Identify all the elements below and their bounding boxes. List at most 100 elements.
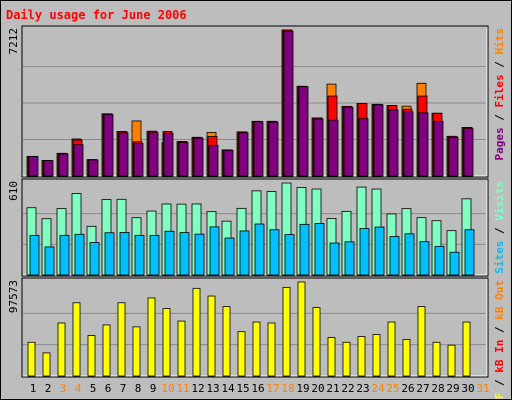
bar-kbytes (87, 335, 96, 377)
bar-kbytes (387, 321, 396, 377)
bar-pages (328, 119, 339, 177)
bar-kbytes (117, 302, 126, 377)
bar-pages (268, 121, 279, 177)
day-tick-label: 1 (30, 382, 37, 395)
legend-entry: / (493, 55, 506, 75)
bar-sites (419, 241, 430, 276)
bar-pages (283, 30, 294, 177)
bar-pages (448, 136, 459, 177)
day-tick-label: 16 (251, 382, 264, 395)
legend-entry: Hits (493, 28, 506, 55)
day-tick-label: 18 (281, 382, 294, 395)
day-tick-label: 8 (135, 382, 142, 395)
bar-kbytes (27, 341, 36, 377)
bar-sites (104, 232, 115, 276)
bar-sites (44, 246, 55, 276)
day-tick-label: 25 (386, 382, 399, 395)
bar-sites (329, 242, 340, 276)
legend-mid: Sites / Visits (493, 181, 506, 274)
bar-sites (299, 223, 310, 276)
legend-entry: / (493, 373, 506, 393)
legend-entry: Files (493, 74, 506, 107)
day-tick-label: 29 (446, 382, 459, 395)
bar-kbytes (402, 338, 411, 377)
bar-kbytes (132, 326, 141, 377)
day-tick-label: 5 (90, 382, 97, 395)
day-tick-label: 20 (311, 382, 324, 395)
bar-kbytes (237, 331, 246, 377)
day-tick-label: 4 (75, 382, 82, 395)
day-tick-label: 17 (266, 382, 279, 395)
day-tick-label: 26 (401, 382, 414, 395)
bar-sites (164, 230, 175, 276)
bar-pages (238, 132, 249, 177)
bar-pages (148, 132, 159, 177)
bar-kbytes (207, 295, 216, 377)
bar-sites (59, 234, 70, 276)
bar-sites (29, 235, 40, 276)
bar-pages (208, 145, 219, 177)
bar-sites (179, 232, 190, 276)
legend-entry: Visits (493, 181, 506, 221)
day-tick-label: 12 (191, 382, 204, 395)
day-tick-label: 23 (356, 382, 369, 395)
bar-sites (344, 241, 355, 276)
day-tick-label: 28 (431, 382, 444, 395)
bar-kbytes (447, 344, 456, 377)
bar-pages (373, 104, 384, 177)
bar-pages (118, 132, 129, 177)
bar-sites (254, 223, 265, 276)
bar-pages (433, 120, 444, 177)
bar-pages (28, 156, 39, 177)
legend-entry: Sites (493, 241, 506, 274)
bar-pages (223, 149, 234, 177)
day-tick-label: 10 (161, 382, 174, 395)
bar-kbytes (432, 341, 441, 377)
legend-entry: / (493, 108, 506, 128)
bar-kbytes (252, 321, 261, 377)
bar-kbytes (462, 321, 471, 377)
bar-pages (43, 160, 54, 177)
day-tick-label: 7 (120, 382, 127, 395)
bar-sites (314, 223, 325, 276)
day-tick-label: 15 (236, 382, 249, 395)
bar-kbytes (327, 337, 336, 377)
legend-bot: kB F / kB In / kB Out (493, 280, 506, 400)
day-tick-label: 14 (221, 382, 235, 395)
day-tick-label: 19 (296, 382, 309, 395)
day-tick-label: 9 (150, 382, 157, 395)
bar-kbytes (267, 322, 276, 377)
bar-pages (73, 144, 84, 177)
bar-pages (298, 86, 309, 177)
bar-kbytes (357, 336, 366, 377)
legend-top: Pages / Files / Hits (493, 28, 506, 161)
day-tick-label: 13 (206, 382, 219, 395)
bar-pages (88, 159, 99, 177)
bar-pages (388, 109, 399, 177)
bar-sites (194, 233, 205, 276)
bar-sites (269, 229, 280, 276)
legend-entry: / (493, 320, 506, 340)
bar-kbytes (72, 302, 81, 377)
bar-sites (374, 226, 385, 276)
legend-entry: kB In (493, 340, 506, 373)
bar-sites (209, 226, 220, 276)
bar-pages (463, 128, 474, 177)
bar-sites (359, 228, 370, 276)
bar-pages (58, 153, 69, 177)
bar-sites (149, 235, 160, 276)
bar-pages (133, 143, 144, 177)
bar-pages (178, 142, 189, 177)
day-tick-label: 2 (45, 382, 52, 395)
bar-sites (119, 232, 130, 276)
day-tick-label: 22 (341, 382, 354, 395)
bar-kbytes (312, 307, 321, 377)
day-tick-label: 27 (416, 382, 429, 395)
bar-sites (284, 234, 295, 276)
day-tick-label: 31 (476, 382, 489, 395)
bar-kbytes (57, 322, 66, 377)
day-tick-label: 6 (105, 382, 112, 395)
bar-pages (253, 121, 264, 177)
legend-entry: kB F (493, 393, 506, 400)
